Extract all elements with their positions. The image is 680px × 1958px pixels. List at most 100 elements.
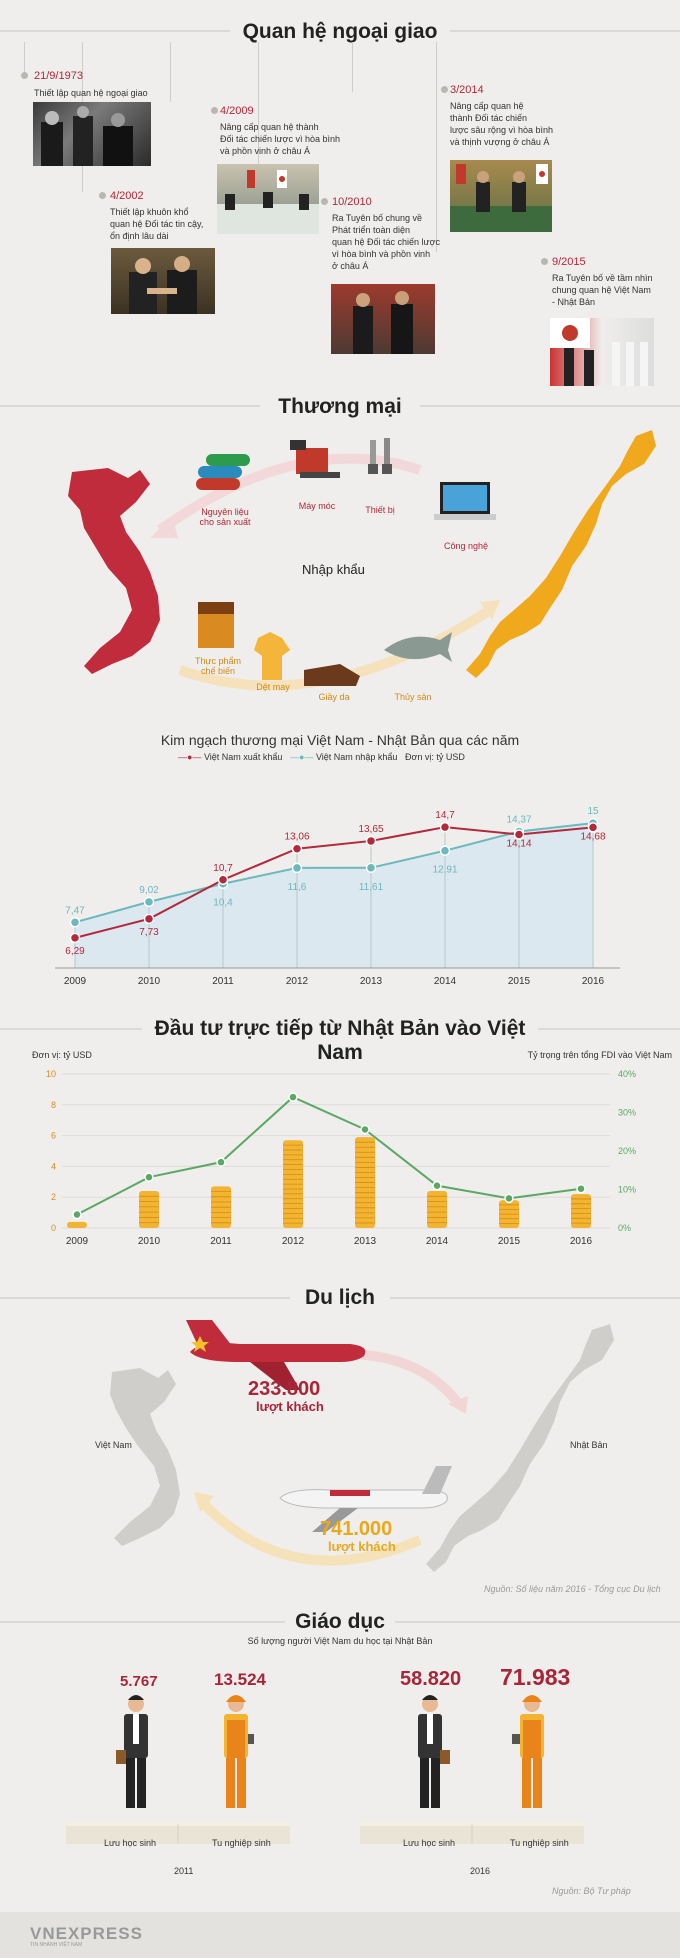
import-label: 12,91 <box>432 865 457 876</box>
shoe-icon <box>304 664 360 686</box>
fish-icon <box>384 632 452 662</box>
export-label: 13,06 <box>284 832 309 843</box>
student-icon <box>116 1695 148 1808</box>
trade-illustration <box>68 430 656 691</box>
chart1-unit: Đơn vị: tỷ USD <box>405 752 465 762</box>
to-japan-count: 233.800 <box>248 1378 321 1400</box>
import-line <box>74 822 594 924</box>
event-text-1973: Thiết lập quan hệ ngoại giao <box>34 88 148 98</box>
laptop-icon <box>434 482 496 520</box>
x-tick-label: 2011 <box>212 976 234 987</box>
year-2011: 2011 <box>174 1866 194 1876</box>
event-date-2002: 4/2002 <box>110 190 144 202</box>
education-source: Nguồn: Bộ Tư pháp <box>552 1886 631 1896</box>
export-label: 7,73 <box>139 927 159 938</box>
timeline-dot <box>211 107 218 114</box>
x-tick-label: 2013 <box>354 1236 377 1247</box>
plane-japan-icon <box>279 1466 452 1532</box>
import-label: 14,37 <box>506 814 531 825</box>
x-tick-label: 2016 <box>570 1236 593 1247</box>
event-date-1973: 21/9/1973 <box>34 70 83 82</box>
footer <box>0 1912 680 1958</box>
import-point <box>439 845 451 856</box>
machine-icon <box>290 440 340 478</box>
import-point <box>365 862 377 874</box>
import-point <box>143 896 155 908</box>
right-tick-label: 20% <box>618 1146 636 1156</box>
fdi-share-point <box>576 1183 586 1194</box>
x-tick-label: 2010 <box>138 976 161 987</box>
export-label: 14,14 <box>506 838 531 849</box>
right-tick-label: 30% <box>618 1108 636 1118</box>
x-tick-label: 2013 <box>360 976 383 987</box>
education-subtitle: Số lượng người Việt Nam du học tại Nhật … <box>247 1636 433 1646</box>
export-point <box>291 843 303 854</box>
fabric-rolls-icon <box>196 454 250 490</box>
legend-export: —●— Việt Nam xuất khẩu <box>178 752 283 762</box>
x-tick-label: 2014 <box>434 976 457 987</box>
students-2011: 5.767 <box>120 1673 158 1690</box>
x-tick-label: 2009 <box>66 1236 89 1247</box>
x-tick-label: 2014 <box>426 1236 449 1247</box>
x-tick-label: 2016 <box>582 976 605 987</box>
import-area <box>75 823 593 968</box>
left-tick-label: 2 <box>51 1192 56 1202</box>
export-label: 14,68 <box>580 831 605 842</box>
import-label: Nhập khẩu <box>302 562 365 577</box>
x-tick-label: 2009 <box>64 976 87 987</box>
photo-2002 <box>111 248 215 314</box>
x-tick-label: 2012 <box>282 1236 305 1247</box>
fdi-share-point <box>144 1172 154 1182</box>
import-item-machinery: Máy móc <box>298 501 336 511</box>
export-label: 10,7 <box>213 863 233 874</box>
event-text-2009: Nâng cấp quan hệ thành Đối tác chiến lược… <box>220 122 340 156</box>
timeline-dot <box>541 258 548 265</box>
tourism-source: Nguồn: Số liệu năm 2016 - Tổng cục Du lị… <box>484 1584 661 1594</box>
spark-plug-icon <box>368 438 392 474</box>
import-item-equipment: Thiết bị <box>365 505 395 515</box>
export-point <box>217 874 229 886</box>
left-tick-label: 4 <box>51 1161 56 1171</box>
trainees-2011: 13.524 <box>214 1670 266 1689</box>
fdi-share-point <box>360 1124 370 1135</box>
photo-1973 <box>33 102 151 166</box>
tourism-illustration <box>110 1320 614 1572</box>
student-label-2016: Lưu học sinh <box>403 1838 456 1848</box>
fdi-bar <box>427 1191 447 1228</box>
export-label: 14,7 <box>435 810 455 821</box>
import-item-materials: Nguyên liệu cho sản xuất <box>199 507 251 527</box>
fdi-share-point <box>504 1193 514 1204</box>
event-date-2015: 9/2015 <box>552 256 586 268</box>
fdi-share-point <box>72 1209 82 1220</box>
event-date-2014: 3/2014 <box>450 84 484 96</box>
import-item-technology: Công nghệ <box>443 541 489 551</box>
timeline-dot <box>441 86 448 93</box>
fdi-share-point <box>288 1092 298 1102</box>
right-tick-label: 40% <box>618 1069 636 1079</box>
export-label: 13,65 <box>358 824 383 835</box>
timeline-dot <box>21 72 28 79</box>
event-text-2002: Thiết lập khuôn khổ quan hệ Đối tác tin c… <box>110 207 204 241</box>
timeline-dot <box>99 192 106 199</box>
x-tick-label: 2010 <box>138 1236 161 1247</box>
fdi-left-unit: Đơn vị: tỷ USD <box>32 1050 92 1060</box>
photo-2009 <box>217 164 319 234</box>
left-tick-label: 8 <box>51 1100 56 1110</box>
vnexpress-logo: VNEXPRESS <box>30 1924 143 1943</box>
event-text-2010: Ra Tuyên bố chung về Phát triển toàn diện… <box>332 213 440 271</box>
import-point <box>69 917 81 928</box>
fdi-share-line <box>76 1095 582 1216</box>
export-point <box>513 829 525 840</box>
vnexpress-tagline: TIN NHANH VIỆT NAM <box>30 1942 83 1948</box>
export-point <box>587 822 599 833</box>
vietnam-label: Việt Nam <box>95 1440 132 1450</box>
import-point <box>291 862 303 874</box>
event-date-2010: 10/2010 <box>332 196 372 208</box>
shirt-icon <box>254 632 290 680</box>
japan-label: Nhật Bản <box>570 1440 608 1450</box>
legend-import: —●— Việt Nam nhập khẩu <box>290 752 398 762</box>
import-label: 9,02 <box>139 885 159 896</box>
export-item-leather: Giầy da <box>318 692 350 702</box>
export-label: 6,29 <box>65 946 85 957</box>
